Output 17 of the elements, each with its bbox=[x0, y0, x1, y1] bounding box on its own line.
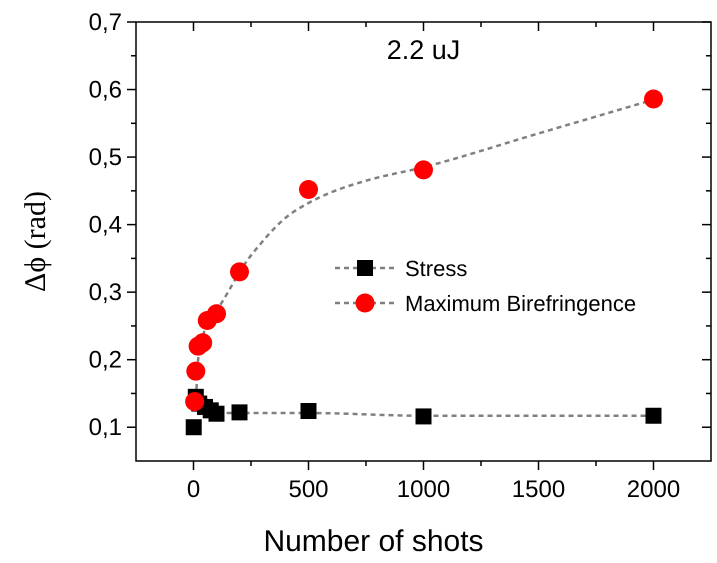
y-tick-label: 0,7 bbox=[88, 9, 122, 36]
y-tick-label: 0,5 bbox=[88, 144, 122, 172]
x-axis-title: Number of shots bbox=[263, 525, 484, 558]
annotation: 2.2 uJ bbox=[386, 35, 460, 66]
y-axis-title: Δϕ (rad) bbox=[19, 191, 52, 292]
y-tick-label: 0,4 bbox=[88, 212, 122, 239]
x-tick-label: 1500 bbox=[512, 476, 566, 503]
legend-label: Stress bbox=[405, 256, 468, 281]
x-tick-label: 2000 bbox=[626, 476, 680, 503]
legend-label: Maximum Birefringence bbox=[405, 291, 636, 316]
y-tick-label: 0,3 bbox=[88, 279, 122, 306]
y-tick-label: 0,2 bbox=[88, 346, 122, 374]
y-tick-label: 0,6 bbox=[88, 76, 122, 104]
x-tick-label: 500 bbox=[288, 476, 329, 503]
y-tick-label: 0,1 bbox=[88, 414, 122, 442]
x-tick-label: 1000 bbox=[396, 476, 450, 503]
x-tick-label: 0 bbox=[186, 476, 200, 503]
